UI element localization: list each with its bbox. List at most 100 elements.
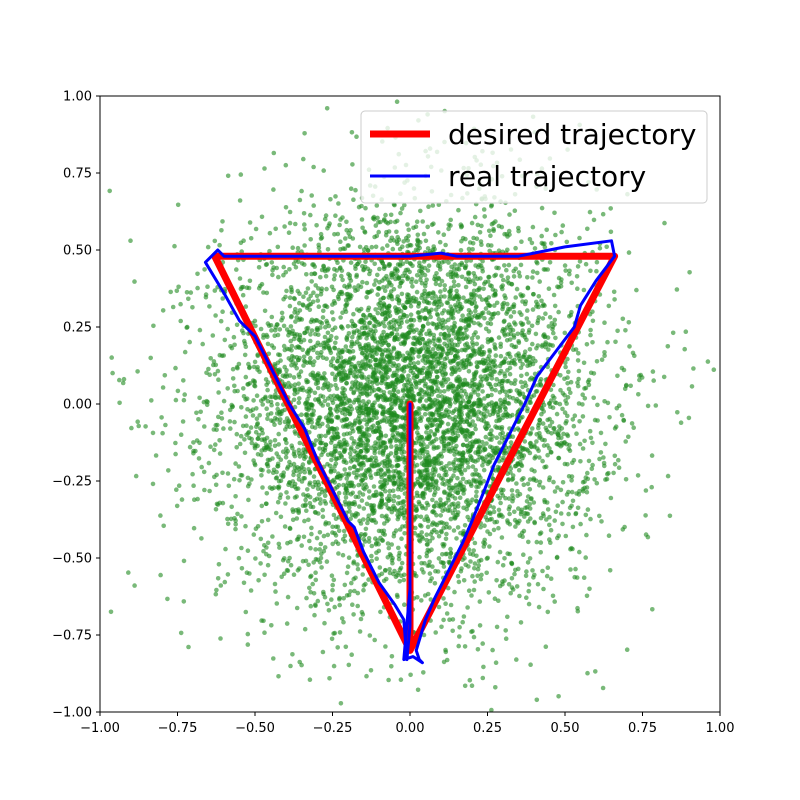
scatter-point [665, 344, 671, 349]
scatter-point [667, 513, 673, 519]
scatter-point [594, 359, 600, 364]
scatter-point [396, 545, 401, 551]
scatter-point [322, 398, 328, 404]
scatter-point [265, 412, 271, 418]
scatter-point [287, 209, 293, 215]
scatter-point [366, 374, 372, 380]
scatter-point [259, 519, 265, 524]
scatter-point [521, 552, 526, 557]
scatter-point [269, 328, 274, 333]
scatter-point [448, 360, 454, 365]
scatter-point [332, 443, 338, 449]
scatter-point [341, 401, 346, 406]
scatter-point [327, 221, 332, 226]
scatter-point [611, 470, 616, 476]
scatter-point [422, 376, 428, 381]
scatter-point [230, 376, 236, 381]
scatter-point [401, 510, 407, 516]
scatter-point [448, 550, 454, 556]
scatter-point [562, 410, 568, 415]
scatter-point [540, 568, 545, 574]
scatter-point [650, 369, 656, 374]
scatter-point [382, 459, 387, 464]
scatter-point [426, 354, 431, 360]
scatter-point [437, 282, 443, 288]
scatter-point [562, 263, 568, 268]
scatter-point [446, 310, 451, 316]
scatter-point [445, 413, 451, 418]
scatter-point [205, 244, 211, 250]
scatter-point [315, 298, 321, 303]
scatter-point [420, 270, 425, 276]
scatter-point [299, 188, 304, 194]
scatter-point [253, 406, 259, 411]
scatter-point [160, 430, 165, 436]
scatter-point [402, 202, 407, 208]
scatter-point [219, 416, 225, 421]
scatter-point [256, 432, 262, 438]
scatter-point [337, 630, 343, 635]
scatter-point [233, 522, 238, 527]
scatter-point [452, 514, 457, 520]
scatter-point [379, 342, 385, 348]
scatter-point [516, 339, 521, 344]
scatter-point [332, 604, 338, 610]
scatter-point [361, 587, 366, 593]
scatter-point [575, 286, 580, 292]
scatter-point [511, 333, 517, 338]
scatter-point [546, 286, 552, 292]
scatter-point [476, 563, 482, 568]
scatter-point [425, 462, 430, 468]
scatter-point [543, 644, 549, 649]
scatter-point [259, 281, 265, 287]
scatter-point [341, 424, 346, 429]
scatter-point [547, 423, 553, 429]
scatter-point [575, 358, 581, 363]
scatter-point [442, 294, 447, 299]
scatter-point [511, 309, 517, 315]
scatter-point [528, 444, 534, 449]
scatter-point [239, 545, 244, 551]
scatter-point [274, 469, 279, 475]
scatter-point [575, 505, 581, 511]
scatter-point [399, 560, 405, 566]
scatter-point [360, 399, 366, 404]
scatter-point [272, 328, 278, 333]
scatter-point [495, 412, 501, 418]
scatter-point [459, 223, 465, 229]
scatter-point [361, 506, 367, 511]
scatter-point [563, 421, 568, 426]
scatter-point [242, 338, 247, 344]
scatter-point [472, 566, 477, 571]
scatter-point [117, 377, 122, 383]
scatter-point [443, 536, 449, 542]
scatter-point [530, 269, 536, 274]
scatter-point [507, 212, 512, 217]
scatter-point [586, 458, 592, 464]
scatter-point [417, 455, 423, 460]
scatter-point [437, 264, 443, 269]
scatter-point [466, 369, 472, 374]
scatter-point [628, 383, 633, 389]
scatter-point [532, 246, 538, 251]
scatter-point [307, 585, 312, 591]
scatter-point [637, 377, 642, 383]
scatter-point [290, 245, 296, 250]
scatter-point [195, 285, 200, 291]
scatter-point [509, 282, 515, 287]
scatter-point [173, 440, 178, 446]
scatter-point [221, 353, 226, 358]
scatter-point [449, 341, 455, 347]
scatter-point [570, 417, 576, 422]
scatter-point [459, 317, 464, 323]
scatter-point [419, 295, 424, 301]
scatter-point [190, 471, 195, 477]
scatter-point [472, 423, 478, 428]
scatter-point [322, 334, 328, 340]
scatter-point [537, 479, 543, 485]
scatter-point [226, 483, 232, 489]
scatter-point [472, 281, 478, 287]
scatter-point [504, 338, 510, 343]
scatter-point [445, 495, 451, 501]
scatter-point [580, 392, 585, 398]
